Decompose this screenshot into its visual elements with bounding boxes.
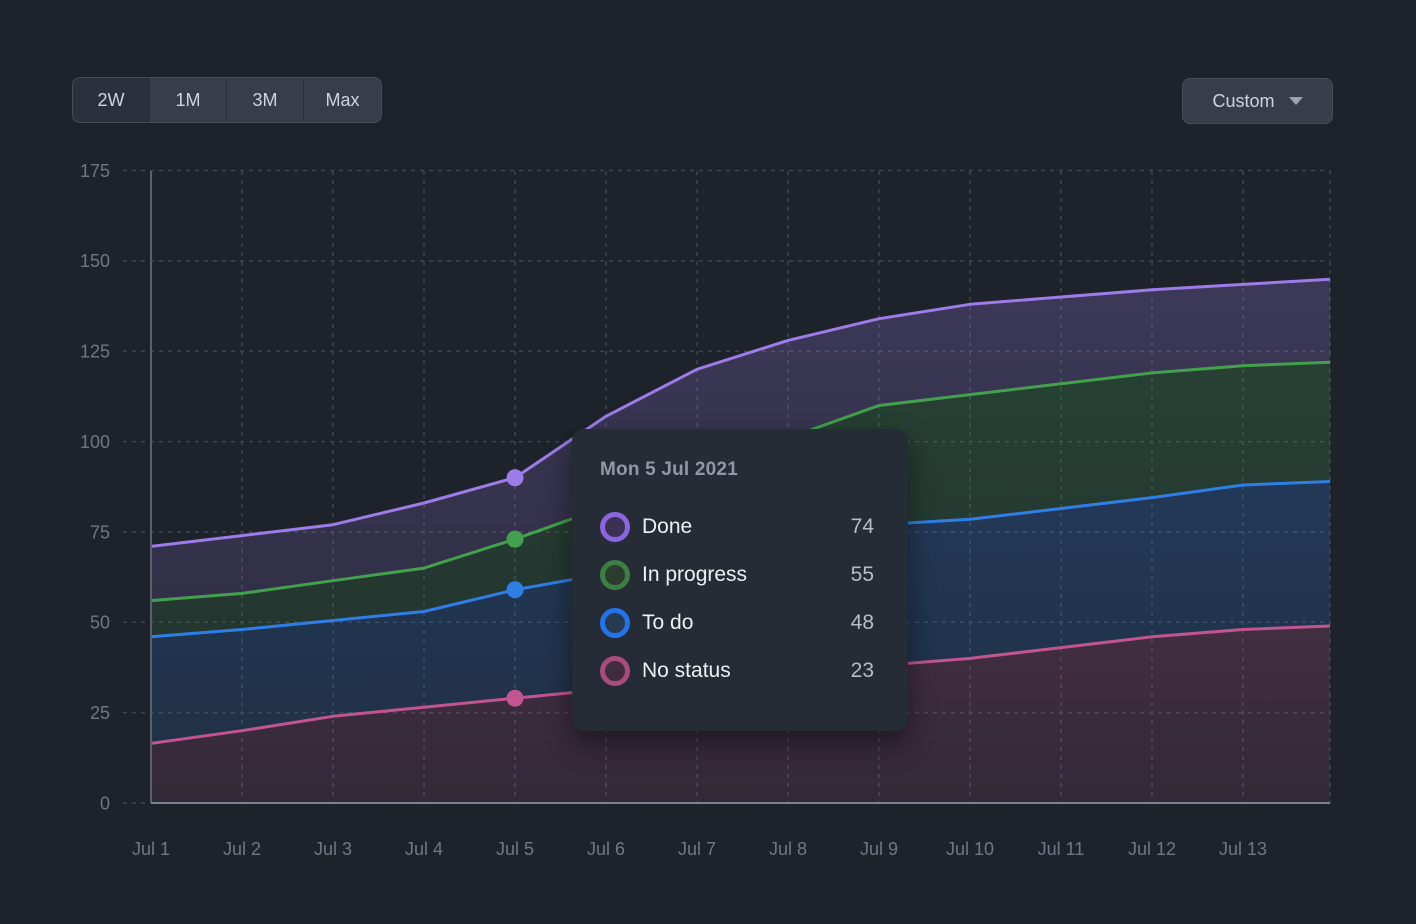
tooltip-row: In progress 55 [600, 551, 874, 599]
range-button-3m[interactable]: 3M [227, 78, 304, 122]
series-ring-icon [600, 560, 630, 590]
tooltip-date: Mon 5 Jul 2021 [600, 459, 738, 480]
y-axis-label: 100 [80, 432, 110, 452]
y-axis-label: 25 [90, 703, 110, 723]
y-axis-label: 75 [90, 522, 110, 542]
tooltip-row: Done 74 [600, 503, 874, 551]
custom-range-button[interactable]: Custom [1182, 78, 1333, 124]
x-axis-label: Jul 1 [132, 839, 170, 859]
tooltip-series-label: Done [642, 515, 693, 538]
y-axis-label: 50 [90, 613, 110, 633]
series-ring-icon [600, 608, 630, 638]
range-button-max[interactable]: Max [325, 89, 360, 110]
x-axis-label: Jul 6 [587, 839, 625, 859]
hover-dot-done [506, 469, 524, 487]
tooltip-series-value: 48 [850, 611, 874, 634]
x-axis-label: Jul 10 [946, 839, 994, 859]
x-axis-label: Jul 5 [496, 839, 534, 859]
x-axis-label: Jul 11 [1038, 839, 1085, 859]
series-line-done [151, 277, 1330, 548]
y-axis-label: 0 [100, 793, 110, 813]
tooltip-series-value: 55 [850, 563, 874, 586]
tooltip-rows: Done 74 In progress 55 To do 48 No status 23 [600, 503, 874, 695]
series-ring-icon [600, 512, 630, 542]
x-axis-label: Jul 7 [678, 839, 716, 859]
tooltip-row: No status 23 [600, 647, 874, 695]
tooltip-series-label: No status [642, 659, 731, 682]
time-range-selector: 2W 1M 3M Max [72, 77, 382, 123]
x-axis-label: Jul 4 [405, 839, 443, 859]
custom-range-label: Custom [1212, 90, 1275, 111]
hover-dot-to-do [506, 581, 524, 599]
tooltip-series-label: To do [642, 611, 694, 634]
x-axis-label: Jul 9 [860, 839, 898, 859]
x-axis-label: Jul 3 [314, 839, 352, 859]
chevron-down-icon [1288, 97, 1303, 105]
y-axis-label: 150 [80, 251, 110, 271]
range-button-1m[interactable]: 1M [150, 78, 227, 122]
tooltip-series-value: 23 [850, 659, 874, 682]
x-axis-label: Jul 13 [1219, 839, 1267, 859]
x-axis-label: Jul 2 [223, 839, 261, 859]
series-ring-icon [600, 656, 630, 686]
hover-dot-in-progress [506, 530, 524, 548]
tooltip-series-label: In progress [642, 563, 748, 586]
y-axis-label: 175 [80, 161, 110, 181]
range-button-2w[interactable]: 2W [73, 78, 150, 122]
y-axis-label: 125 [80, 342, 110, 362]
tooltip-row: To do 48 [600, 599, 874, 647]
x-axis-label: Jul 12 [1128, 839, 1176, 859]
x-axis-label: Jul 8 [769, 839, 807, 859]
chart-tooltip: Mon 5 Jul 2021 Done 74 In progress 55 To do 4… [572, 429, 908, 731]
tooltip-series-value: 74 [850, 515, 874, 538]
hover-dot-no-status [506, 689, 524, 707]
